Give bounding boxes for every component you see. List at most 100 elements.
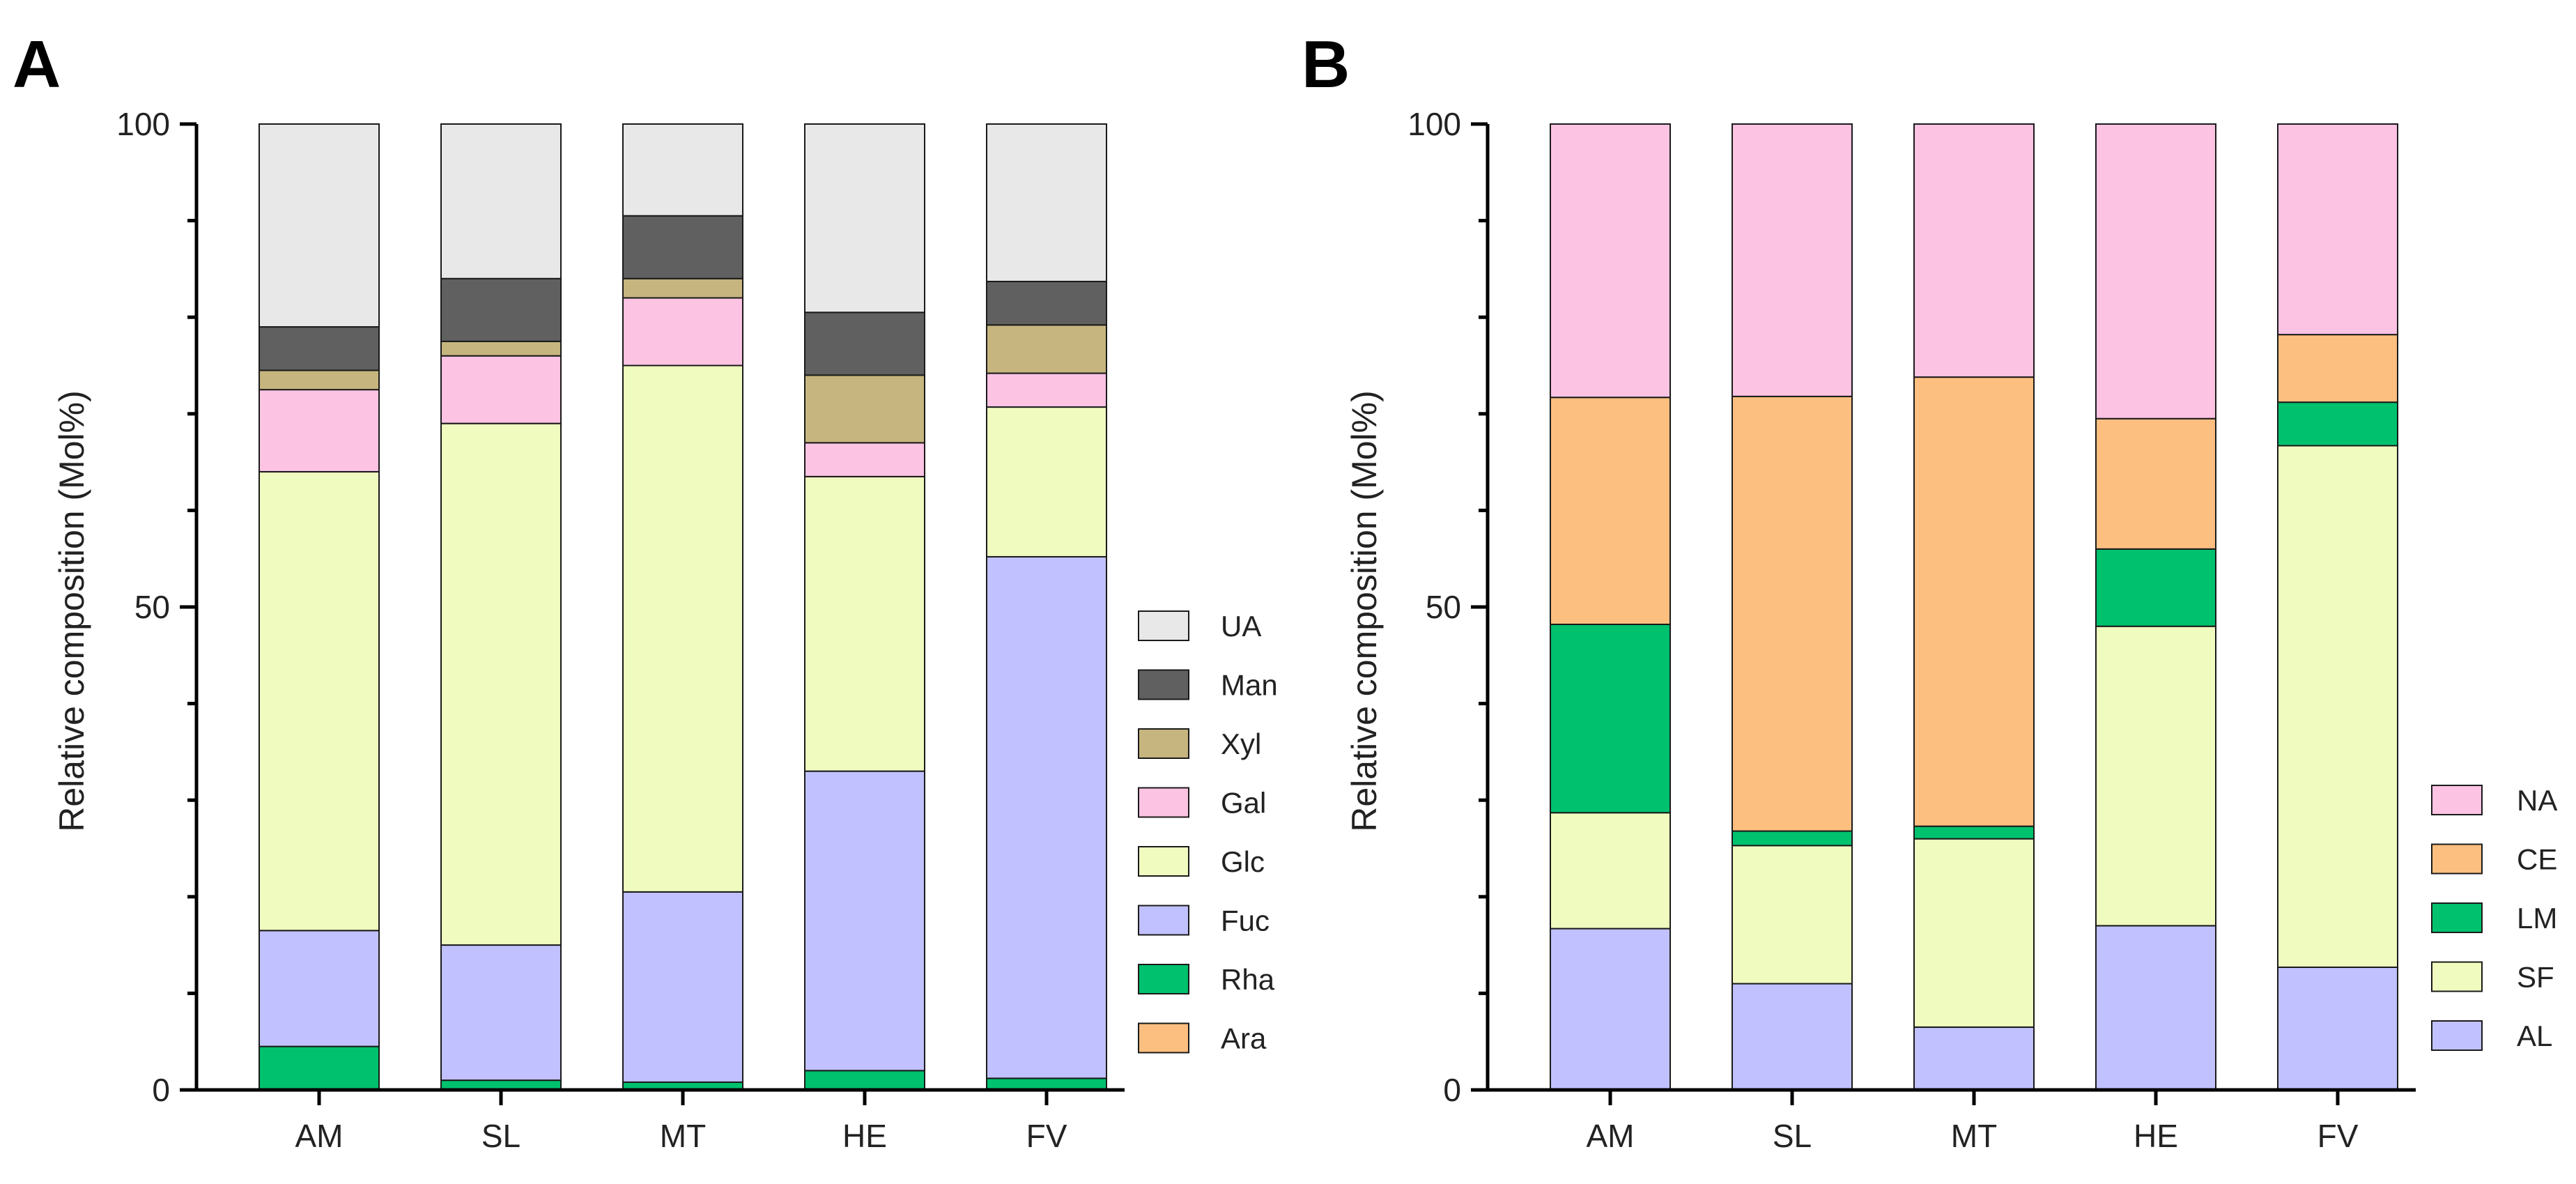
legend-label-a-glc: Glc xyxy=(1221,845,1265,878)
bar-b-mt-lm xyxy=(1913,825,2035,840)
bar-b-fv-na xyxy=(2277,123,2398,336)
bar-b-sl-lm xyxy=(1732,830,1853,847)
bar-b-sl-al xyxy=(1732,983,1853,1091)
legend-swatch-a-glc xyxy=(1138,846,1189,877)
bar-a-he-gal xyxy=(804,442,925,477)
bar-b-am-ce xyxy=(1550,397,1671,625)
y-tick-label-b-0: 0 xyxy=(1443,1072,1461,1108)
bar-b-am-lm xyxy=(1550,623,1671,814)
legend-label-b-al: AL xyxy=(2517,1020,2552,1052)
bar-a-sl-xyl xyxy=(440,340,562,357)
bar-b-fv-al xyxy=(2277,966,2398,1091)
bar-a-he-fuc xyxy=(804,770,925,1072)
legend-swatch-a-ara xyxy=(1138,1022,1189,1054)
legend-label-a-xyl: Xyl xyxy=(1221,728,1261,760)
bar-b-he-ce xyxy=(2095,417,2216,550)
bar-a-sl-glc xyxy=(440,422,562,946)
bar-b-he-sf xyxy=(2095,625,2216,927)
legend-label-b-lm: LM xyxy=(2517,902,2557,935)
legend-swatch-a-gal xyxy=(1138,787,1189,818)
panel-b-chart: B Relative composition (Mol%) AM SL MT HE FV… xyxy=(1302,27,2557,1154)
legend-swatch-b-lm xyxy=(2431,902,2483,933)
x-tick-label-a-fv: FV xyxy=(1026,1118,1067,1154)
legend-label-a-fuc: Fuc xyxy=(1221,905,1270,937)
bar-a-sl-ua xyxy=(440,123,562,279)
bar-a-he-xyl xyxy=(804,374,925,444)
legend-label-a-ua: UA xyxy=(1221,610,1261,643)
bar-a-mt-ua xyxy=(622,123,743,217)
bar-b-he-lm xyxy=(2095,548,2216,627)
bar-b-sl-ce xyxy=(1732,395,1853,832)
legend-swatch-b-na xyxy=(2431,785,2483,815)
bar-a-mt-gal xyxy=(622,297,743,367)
bar-a-am-man xyxy=(259,326,380,371)
x-tick-label-a-am: AM xyxy=(295,1118,344,1154)
legend-swatch-a-fuc xyxy=(1138,905,1189,936)
bar-a-he-glc xyxy=(804,475,925,772)
x-tick-label-b-fv: FV xyxy=(2317,1118,2359,1154)
legend-label-a-gal: Gal xyxy=(1221,787,1266,820)
x-tick-label-b-he: HE xyxy=(2134,1118,2178,1154)
panel-letter-b: B xyxy=(1302,27,1350,102)
panel-b-legend: NA CE LM SF AL xyxy=(2431,784,2557,1052)
bar-a-he-rha xyxy=(804,1070,925,1091)
bar-a-fv-gal xyxy=(986,372,1107,408)
legend-label-a-ara: Ara xyxy=(1221,1022,1267,1055)
bar-a-am-ua xyxy=(259,123,380,328)
legend-swatch-b-al xyxy=(2431,1020,2483,1051)
bar-b-fv-lm xyxy=(2277,401,2398,447)
bar-a-mt-glc xyxy=(622,364,743,893)
bar-b-he-na xyxy=(2095,123,2216,420)
bar-a-fv-fuc xyxy=(986,555,1107,1079)
bar-b-am-sf xyxy=(1550,812,1671,930)
legend-label-b-ce: CE xyxy=(2517,843,2557,876)
legend-swatch-a-man xyxy=(1138,669,1189,700)
bar-a-fv-man xyxy=(986,280,1107,326)
legend-label-b-sf: SF xyxy=(2517,961,2554,994)
bar-a-am-gal xyxy=(259,389,380,472)
bar-b-he-al xyxy=(2095,925,2216,1091)
bar-a-fv-ua xyxy=(986,123,1107,282)
legend-swatch-b-sf xyxy=(2431,961,2483,992)
bar-a-he-ua xyxy=(804,123,925,314)
bar-a-am-xyl xyxy=(259,369,380,391)
panel-a-y-axis-title: Relative composition (Mol%) xyxy=(52,390,91,832)
x-tick-label-a-mt: MT xyxy=(660,1118,706,1154)
x-tick-label-a-he: HE xyxy=(842,1118,887,1154)
bar-b-sl-sf xyxy=(1732,845,1853,985)
legend-label-a-man: Man xyxy=(1221,669,1278,702)
bar-a-mt-fuc xyxy=(622,891,743,1083)
bar-b-am-na xyxy=(1550,123,1671,399)
legend-swatch-b-ce xyxy=(2431,843,2483,875)
bar-a-he-man xyxy=(804,312,925,376)
bar-b-fv-sf xyxy=(2277,445,2398,968)
legend-label-a-rha: Rha xyxy=(1221,963,1275,996)
bar-a-fv-glc xyxy=(986,406,1107,558)
bar-b-mt-sf xyxy=(1913,838,2035,1028)
x-tick-label-a-sl: SL xyxy=(481,1118,520,1154)
y-tick-label-a-50: 50 xyxy=(134,589,170,625)
y-tick-label-a-0: 0 xyxy=(152,1072,170,1108)
y-tick-label-b-100: 100 xyxy=(1407,106,1461,142)
x-tick-label-b-mt: MT xyxy=(1951,1118,1997,1154)
bar-a-am-fuc xyxy=(259,930,380,1047)
bar-b-am-al xyxy=(1550,928,1671,1091)
x-tick-label-b-am: AM xyxy=(1587,1118,1635,1154)
panel-b-axes: AM SL MT HE FV 0 50 100 xyxy=(1407,106,2416,1154)
panel-a-bars xyxy=(259,123,1107,1091)
bar-a-am-rha xyxy=(259,1045,380,1091)
bar-a-sl-fuc xyxy=(440,944,562,1082)
bar-a-fv-xyl xyxy=(986,324,1107,374)
bar-b-mt-al xyxy=(1913,1026,2035,1091)
bar-a-sl-gal xyxy=(440,355,562,424)
bar-b-mt-na xyxy=(1913,123,2035,378)
bar-b-sl-na xyxy=(1732,123,1853,397)
bar-b-fv-ce xyxy=(2277,334,2398,403)
panel-a-chart: A Relative composition (Mol%) AM SL MT HE FV… xyxy=(13,27,1278,1154)
panel-b-y-axis-title: Relative composition (Mol%) xyxy=(1345,390,1384,832)
panel-b-bars xyxy=(1550,123,2398,1091)
legend-swatch-a-rha xyxy=(1138,964,1189,994)
bar-a-mt-xyl xyxy=(622,277,743,299)
legend-swatch-a-xyl xyxy=(1138,728,1189,759)
